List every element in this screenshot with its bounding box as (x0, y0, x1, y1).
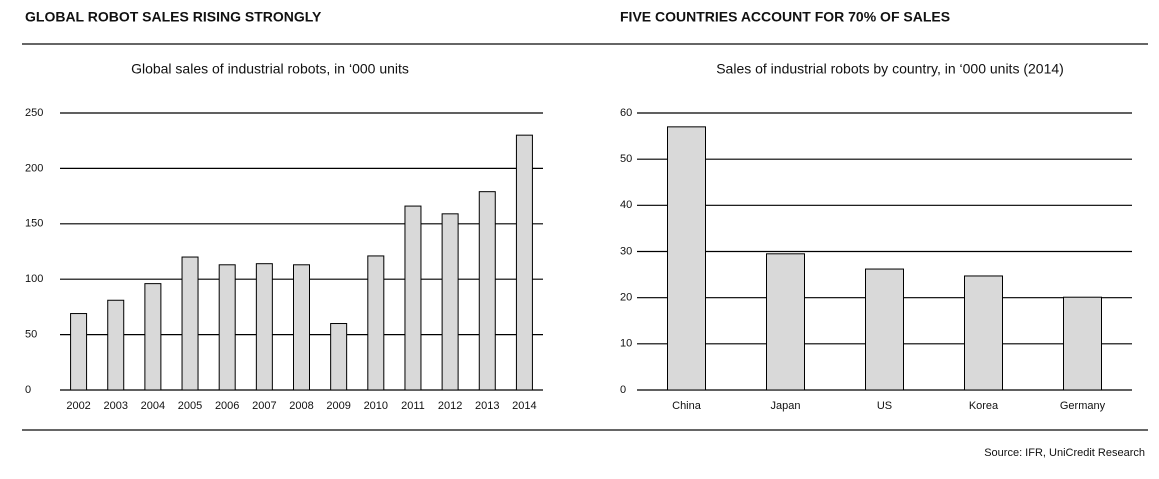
chart-heading: FIVE COUNTRIES ACCOUNT FOR 70% OF SALES (620, 9, 950, 25)
bar (70, 313, 88, 391)
x-tick-label: 2013 (475, 400, 499, 412)
x-tick-label: 2008 (289, 400, 313, 412)
x-tick-label: 2002 (66, 400, 90, 412)
bar (144, 283, 162, 391)
bar (1063, 296, 1102, 391)
bar (367, 255, 385, 391)
y-tick-label: 100 (25, 273, 43, 285)
x-tick-label: US (877, 400, 892, 412)
y-tick-label: 0 (620, 384, 626, 396)
y-tick-label: 20 (620, 292, 632, 304)
bar (515, 134, 533, 391)
y-tick-label: 60 (620, 107, 632, 119)
bar (441, 213, 459, 391)
bar (107, 299, 125, 391)
bar (330, 323, 348, 391)
bar (218, 264, 236, 391)
chart-title: Sales of industrial robots by country, i… (716, 61, 1064, 77)
x-tick-label: China (672, 400, 702, 412)
x-tick-label: 2005 (178, 400, 202, 412)
x-tick-label: 2009 (326, 400, 350, 412)
bar (181, 256, 199, 391)
chart-title: Global sales of industrial robots, in ‘0… (131, 61, 409, 77)
y-tick-label: 200 (25, 162, 43, 174)
bar (293, 264, 310, 391)
bar (766, 253, 805, 391)
y-tick-label: 30 (620, 245, 632, 257)
y-tick-label: 250 (25, 107, 43, 119)
y-tick-label: 40 (620, 199, 632, 211)
x-tick-label: 2003 (103, 400, 127, 412)
y-tick-label: 50 (25, 329, 37, 341)
y-tick-label: 10 (620, 338, 632, 350)
x-tick-label: 2011 (401, 400, 425, 412)
bar (865, 268, 904, 391)
y-tick-label: 50 (620, 153, 632, 165)
bar (964, 275, 1003, 391)
x-tick-label: 2007 (252, 400, 276, 412)
x-tick-label: 2006 (215, 400, 239, 412)
bar (478, 191, 496, 391)
chart-heading: GLOBAL ROBOT SALES RISING STRONGLY (25, 9, 322, 25)
x-tick-label: Korea (969, 400, 999, 412)
y-tick-label: 150 (25, 218, 43, 230)
bar (404, 205, 422, 391)
x-tick-label: Germany (1060, 400, 1106, 412)
x-tick-label: 2004 (141, 400, 165, 412)
x-tick-label: 2010 (364, 400, 388, 412)
bar (667, 126, 706, 391)
bar (255, 263, 273, 391)
y-tick-label: 0 (25, 384, 31, 396)
x-tick-label: Japan (771, 400, 801, 412)
x-tick-label: 2014 (512, 400, 536, 412)
source: Source: IFR, UniCredit Research (984, 447, 1145, 459)
x-tick-label: 2012 (438, 400, 462, 412)
